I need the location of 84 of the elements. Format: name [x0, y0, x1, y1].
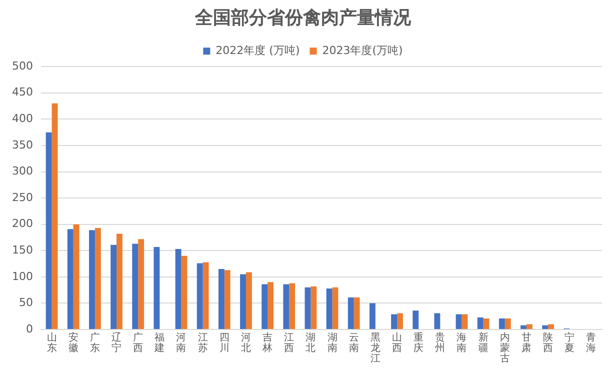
- x-tick-label: 江苏: [198, 331, 208, 354]
- x-tick-label: 山西: [392, 331, 402, 354]
- x-tick-label: 广西: [133, 331, 144, 354]
- x-tick-label: 河北: [240, 331, 251, 354]
- bar: [224, 270, 230, 329]
- x-tick-label: 内蒙古: [500, 331, 510, 364]
- x-tick-label: 辽宁: [112, 331, 122, 354]
- y-tick-label: 450: [12, 86, 33, 99]
- bar: [202, 262, 209, 329]
- y-tick-label: 400: [12, 112, 33, 126]
- bar: [46, 132, 52, 329]
- y-tick-label: 150: [12, 243, 33, 256]
- x-tick-label: 山东: [46, 331, 57, 354]
- bar: [391, 314, 398, 329]
- bar: [456, 314, 462, 329]
- x-tick-label: 广东: [90, 331, 100, 354]
- x-tick-label: 湖北: [306, 331, 316, 354]
- bar: [268, 282, 274, 329]
- bar: [498, 318, 505, 329]
- bar: [67, 229, 74, 329]
- bar: [262, 284, 268, 329]
- bar: [116, 234, 122, 329]
- x-tick-label: 湖南: [327, 331, 338, 354]
- bar: [73, 224, 80, 329]
- y-tick-label: 500: [12, 59, 33, 72]
- bar: [304, 287, 311, 329]
- x-tick-label: 吉林: [262, 331, 273, 354]
- bar: [181, 256, 188, 329]
- legend-label: 2022年度 (万吨): [216, 44, 300, 57]
- x-tick-label: 宁夏: [564, 331, 575, 354]
- bar: [412, 310, 419, 329]
- bar: [240, 274, 246, 329]
- bar: [348, 297, 354, 329]
- bar: [483, 318, 490, 329]
- x-tick-label: 安徽: [68, 331, 78, 354]
- y-tick-label: 50: [18, 296, 33, 310]
- bar: [477, 317, 484, 329]
- bar: [434, 313, 440, 329]
- bar: [283, 284, 290, 329]
- bar: [196, 263, 203, 329]
- y-tick-label: 250: [12, 190, 33, 204]
- bar: [526, 324, 532, 329]
- bar: [520, 325, 526, 329]
- x-tick-label: 云南: [348, 332, 359, 354]
- bar: [504, 318, 511, 329]
- y-tick-label: 300: [12, 164, 33, 178]
- bar: [175, 249, 182, 329]
- y-tick-label: 0: [26, 322, 33, 336]
- y-tick-label: 100: [12, 270, 33, 283]
- bar: [154, 246, 160, 329]
- bar: [52, 103, 58, 329]
- x-tick-label: 黑龙江: [370, 332, 380, 364]
- x-tick-label: 江西: [284, 331, 294, 354]
- bar: [326, 288, 332, 329]
- chart-title: 全国部分省份禽肉产量情况: [194, 7, 412, 28]
- bar: [397, 313, 403, 329]
- legend-label: 2023年度(万吨): [322, 44, 403, 57]
- bar: [542, 325, 548, 329]
- bar: [89, 230, 95, 329]
- x-tick-label: 重庆: [414, 331, 424, 354]
- x-tick-label: 新疆: [478, 331, 488, 354]
- y-tick-label: 350: [12, 138, 33, 152]
- bar: [370, 303, 376, 329]
- bar: [110, 244, 117, 329]
- bar: [310, 286, 317, 329]
- bar: [289, 283, 296, 329]
- bar: [218, 269, 224, 329]
- x-tick-label: 海南: [456, 331, 467, 354]
- bar: [462, 314, 468, 329]
- bar: [138, 239, 144, 329]
- x-tick-label: 青海: [586, 331, 596, 354]
- bar: [94, 228, 101, 329]
- bar: [246, 272, 252, 329]
- bar: [132, 244, 138, 329]
- bar: [548, 324, 554, 329]
- x-tick-label: 福建: [154, 331, 165, 354]
- x-tick-label: 四川: [219, 332, 230, 354]
- x-tick-label: 贵州: [435, 331, 446, 354]
- bar: [332, 287, 338, 329]
- x-tick-label: 河南: [176, 331, 186, 354]
- y-tick-label: 200: [12, 217, 33, 230]
- bar: [354, 297, 360, 329]
- x-tick-label: 陕西: [543, 331, 554, 354]
- x-tick-label: 甘肃: [521, 331, 532, 354]
